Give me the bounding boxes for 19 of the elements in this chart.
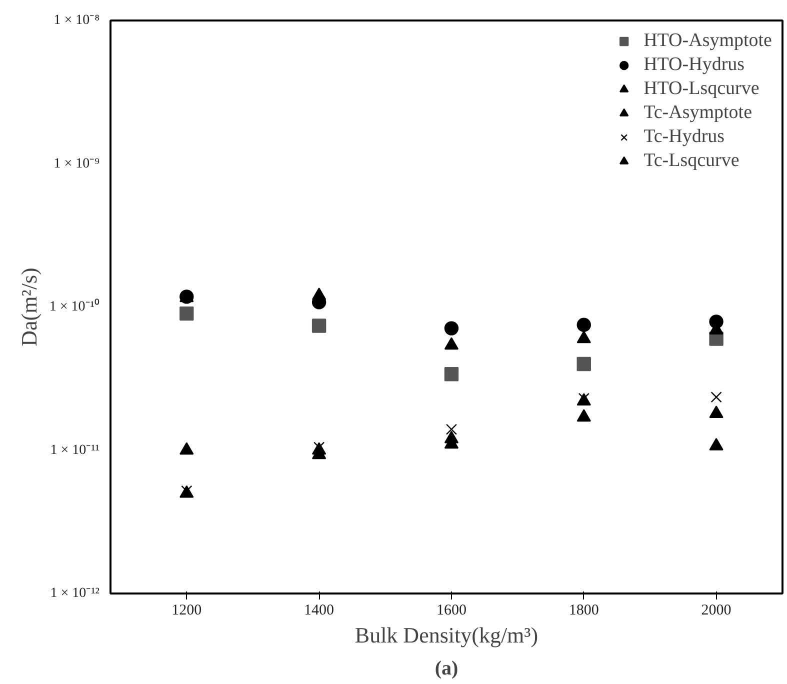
- x-tick-label: 1800: [568, 602, 599, 618]
- y-tick-label: 1 × 10⁻⁹: [54, 156, 100, 172]
- x-tick-label: 2000: [701, 602, 732, 618]
- y-tick-label: 1 × 10⁻¹¹: [50, 442, 100, 458]
- x-tick-label: 1600: [436, 602, 466, 618]
- y-tick-label: 1 × 10⁻⁸: [54, 13, 100, 28]
- legend-label: Tc-Lsqcurve: [644, 150, 740, 172]
- x-tick-label: 1400: [304, 602, 334, 618]
- legend-label: HTO-Asymptote: [644, 30, 772, 52]
- y-tick-label: 1 × 10⁻¹⁰: [49, 298, 100, 314]
- x-tick-label: 1200: [172, 602, 202, 618]
- y-axis-title: Da(m²/s): [16, 268, 42, 346]
- legend-label: Tc-Asymptote: [644, 102, 752, 124]
- text: (a): [434, 658, 458, 680]
- legend-label: HTO-Lsqcurve: [644, 78, 760, 100]
- legend-label: HTO-Hydrus: [644, 54, 745, 76]
- y-tick-label: 1 × 10⁻¹²: [50, 586, 100, 601]
- x-axis-title: Bulk Density(kg/m³): [354, 622, 538, 648]
- legend-label: Tc-Hydrus: [644, 126, 725, 148]
